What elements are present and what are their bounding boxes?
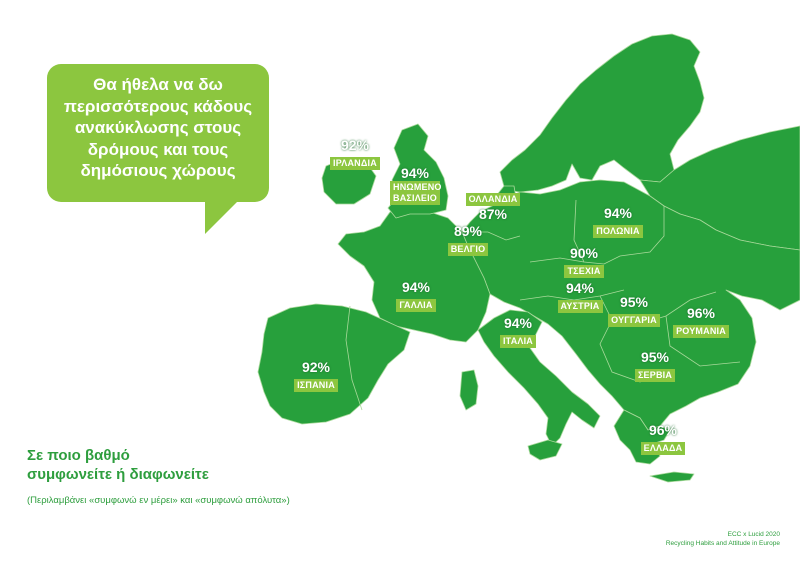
question-line-2: συμφωνείτε ή διαφωνείτε (27, 466, 209, 483)
marker-netherlands: ΟΛΛΑΝΔΙΑ 87% (462, 189, 524, 222)
marker-value: 96% (686, 305, 716, 321)
marker-france: 94% ΓΑΛΛΙΑ (388, 280, 444, 313)
marker-label: ΑΥΣΤΡΙΑ (557, 300, 603, 313)
marker-value: 94% (401, 279, 431, 295)
marker-greece: 96% ΕΛΛΑΔΑ (636, 423, 690, 456)
question-note: (Περιλαμβάνει «συμφωνώ εν μέρει» και «συ… (27, 495, 290, 506)
sicily-island (527, 439, 563, 461)
marker-romania: 96% ΡΟΥΜΑΝΙΑ (664, 306, 738, 339)
marker-value: 96% (648, 422, 678, 438)
source-line-2: Recycling Habits and Attitude in Europe (665, 540, 780, 547)
marker-label: ΤΣΕΧΙΑ (564, 265, 604, 278)
central-europe-landmass (461, 179, 800, 431)
scandinavia-landmass (499, 33, 705, 193)
marker-label: ΙΤΑΛΙΑ (499, 335, 537, 348)
marker-value: 87% (478, 206, 508, 222)
sardinia-island (459, 369, 479, 411)
callout-line: ανακύκλωσης στους (74, 118, 242, 137)
marker-serbia: 95% ΣΕΡΒΙΑ (626, 350, 684, 383)
marker-label: ΟΛΛΑΝΔΙΑ (465, 193, 521, 206)
source-line-1: ECC x Lucid 2020 (727, 531, 780, 538)
marker-hungary: 95% ΟΥΓΓΑΡΙΑ (602, 295, 666, 328)
marker-label: ΗΝΩΜΕΝΟ ΒΑΣΙΛΕΙΟ (390, 181, 441, 205)
callout-line: Θα ήθελα να δω (93, 75, 223, 94)
marker-value: 89% (453, 223, 483, 239)
callout-tail (205, 200, 239, 234)
marker-label: ΕΛΛΑΔΑ (640, 442, 686, 455)
marker-italy: 94% ΙΤΑΛΙΑ (492, 316, 544, 349)
marker-label: ΒΕΛΓΙΟ (447, 243, 489, 256)
marker-label: ΙΣΠΑΝΙΑ (294, 379, 338, 392)
callout-text: Θα ήθελα να δω περισσότερους κάδους ανακ… (47, 74, 269, 182)
marker-label: ΣΕΡΒΙΑ (634, 369, 676, 382)
marker-value: 92% (301, 359, 331, 375)
question-title: Σε ποιο βαθμό συμφωνείτε ή διαφωνείτε (27, 446, 209, 484)
callout-line: δημόσιους χώρους (80, 161, 236, 180)
question-line-1: Σε ποιο βαθμό (27, 447, 130, 464)
marker-label: ΟΥΓΓΑΡΙΑ (608, 314, 660, 327)
marker-value: 90% (569, 245, 599, 261)
source-credit: ECC x Lucid 2020 Recycling Habits and At… (666, 530, 780, 548)
callout-line: περισσότερους κάδους (63, 96, 253, 116)
marker-value: 95% (640, 349, 670, 365)
marker-czechia: 90% ΤΣΕΧΙΑ (556, 246, 612, 279)
marker-austria: 94% ΑΥΣΤΡΙΑ (550, 281, 610, 314)
marker-united-kingdom: 94% ΗΝΩΜΕΝΟ ΒΑΣΙΛΕΙΟ (384, 166, 446, 206)
marker-label: ΙΡΛΑΝΔΙΑ (330, 157, 380, 170)
marker-label: ΓΑΛΛΙΑ (396, 299, 436, 312)
marker-value: 94% (603, 205, 633, 221)
marker-value: 94% (400, 165, 430, 181)
marker-belgium: 89% ΒΕΛΓΙΟ (440, 224, 496, 257)
marker-poland: 94% ΠΟΛΩΝΙΑ (586, 206, 650, 239)
marker-label: ΠΟΛΩΝΙΑ (593, 225, 643, 238)
callout-line: δρόμους και τους (87, 139, 229, 159)
marker-value: 95% (619, 294, 649, 310)
marker-value: 94% (503, 315, 533, 331)
marker-value: 94% (565, 280, 595, 296)
callout-bubble: Θα ήθελα να δω περισσότερους κάδους ανακ… (47, 64, 269, 202)
crete-island (649, 471, 695, 483)
marker-ireland: 92% ΙΡΛΑΝΔΙΑ (328, 138, 382, 171)
marker-spain: 92% ΙΣΠΑΝΙΑ (284, 360, 348, 393)
marker-value: 92% (340, 137, 370, 153)
marker-label: ΡΟΥΜΑΝΙΑ (673, 325, 729, 338)
